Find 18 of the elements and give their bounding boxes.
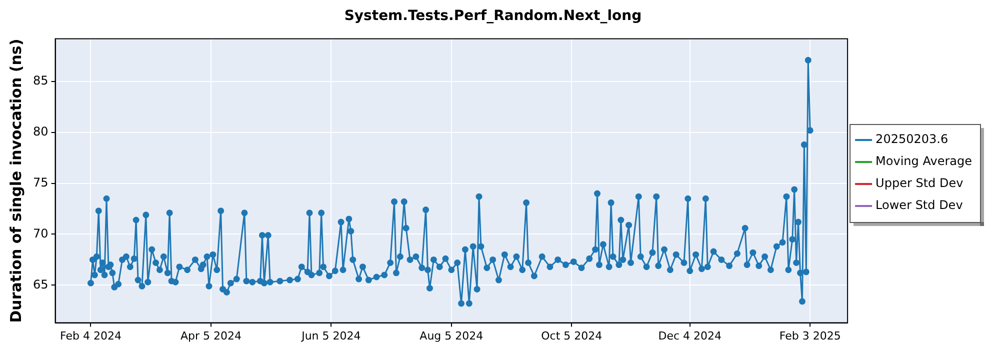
legend-label: 20250203.6 <box>876 132 948 146</box>
y-tick-label: 80 <box>32 124 48 139</box>
x-tick-label: Feb 3 2025 <box>779 329 841 342</box>
legend-label: Moving Average <box>876 154 972 168</box>
x-tick-label: Jun 5 2024 <box>300 329 361 342</box>
x-tick-label: Aug 5 2024 <box>420 329 484 342</box>
legend-label: Upper Std Dev <box>876 176 964 190</box>
chart-title: System.Tests.Perf_Random.Next_long <box>344 8 642 24</box>
x-tick-label: Oct 5 2024 <box>541 329 602 342</box>
x-tick-label: Dec 4 2024 <box>658 329 722 342</box>
y-tick-label: 75 <box>32 175 48 190</box>
legend-label: Lower Std Dev <box>876 198 963 212</box>
x-tick-label: Feb 4 2024 <box>60 329 122 342</box>
y-axis-title: Duration of single invocation (ns) <box>6 38 25 323</box>
y-tick-label: 85 <box>32 74 48 88</box>
y-tick-label: 70 <box>32 226 48 240</box>
x-tick-label: Apr 5 2024 <box>180 329 242 342</box>
y-tick-label: 65 <box>32 277 48 292</box>
